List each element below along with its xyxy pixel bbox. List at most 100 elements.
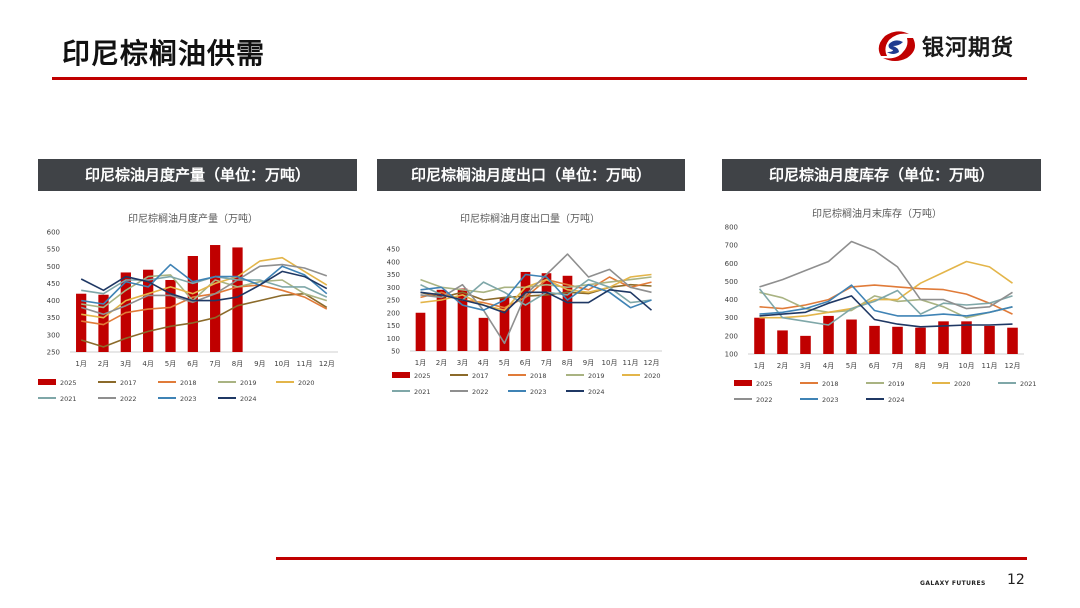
x-tick-label: 7月: [209, 360, 220, 368]
series-line-2020: [759, 260, 1013, 319]
y-tick-label: 100: [387, 335, 400, 343]
legend-label-2025: 2025: [60, 379, 77, 387]
series-line-2020: [81, 256, 328, 319]
x-tick-label: 11月: [623, 359, 639, 367]
x-tick-label: 6月: [869, 362, 880, 370]
x-tick-label: 8月: [232, 360, 243, 368]
x-tick-label: 12月: [1005, 362, 1021, 370]
y-tick-label: 200: [387, 309, 400, 317]
legend-label-2024: 2024: [240, 395, 257, 403]
series-line-2022: [80, 263, 328, 316]
x-tick-label: 3月: [120, 360, 131, 368]
legend-label-2022: 2022: [120, 395, 137, 403]
bar-2025: [478, 317, 489, 351]
legend-label-2022: 2022: [756, 396, 773, 404]
y-tick-label: 500: [47, 263, 60, 271]
legend-label-2023: 2023: [530, 388, 547, 396]
legend-label-2023: 2023: [180, 395, 197, 403]
x-tick-label: 10月: [602, 359, 618, 367]
legend-label-2019: 2019: [888, 380, 905, 388]
bar-2025: [232, 247, 243, 352]
y-tick-label: 350: [47, 314, 60, 322]
x-tick-label: 5月: [846, 362, 857, 370]
series-line-2018: [81, 284, 328, 326]
legend-swatch-2025: [38, 379, 56, 385]
y-tick-label: 400: [387, 258, 400, 266]
x-tick-label: 3月: [800, 362, 811, 370]
legend-label-2021: 2021: [414, 388, 431, 396]
footer-rule: [276, 557, 1027, 560]
x-tick-label: 1月: [754, 362, 765, 370]
series-line-2018: [759, 284, 1013, 315]
x-tick-label: 10月: [959, 362, 975, 370]
panel-header-production: 印尼棕油月度产量（单位：万吨）: [38, 159, 357, 191]
series-line-2021: [758, 288, 1013, 326]
bar-2025: [823, 315, 834, 354]
bar-2025: [520, 271, 531, 351]
y-tick-label: 100: [725, 351, 738, 359]
bar-2025: [754, 317, 765, 354]
bar-2025: [562, 275, 573, 351]
y-tick-label: 350: [387, 271, 400, 279]
bar-2025: [915, 327, 926, 354]
logo-emblem-icon: [878, 31, 915, 61]
chart-title: 印尼棕榈油月度产量（万吨）: [128, 212, 258, 225]
x-tick-label: 2月: [98, 360, 109, 368]
series-line-2022: [759, 240, 1013, 310]
page-number: 12: [1007, 572, 1025, 588]
y-tick-label: 400: [47, 297, 60, 305]
bar-2025: [869, 325, 880, 354]
legend-label-2017: 2017: [472, 372, 489, 380]
y-tick-label: 500: [725, 278, 738, 286]
x-tick-label: 12月: [644, 359, 660, 367]
x-tick-label: 7月: [541, 359, 552, 367]
legend-label-2025: 2025: [756, 380, 773, 388]
legend-swatch-2025: [734, 380, 752, 386]
x-tick-label: 9月: [254, 360, 265, 368]
x-tick-label: 6月: [187, 360, 198, 368]
x-tick-label: 10月: [274, 360, 290, 368]
series-line-2023: [81, 263, 328, 305]
y-tick-label: 50: [391, 348, 400, 356]
bar-2025: [210, 245, 221, 352]
production-chart: 印尼棕榈油月度产量（万吨） 250 300 350 400 450 500 550 600 1月 2…: [38, 212, 338, 403]
x-tick-label: 2月: [777, 362, 788, 370]
x-tick-label: 4月: [142, 360, 153, 368]
y-tick-label: 300: [387, 284, 400, 292]
y-tick-label: 250: [387, 297, 400, 305]
series-line-2023: [759, 284, 1013, 317]
legend-label-2023: 2023: [822, 396, 839, 404]
x-tick-label: 9月: [938, 362, 949, 370]
y-tick-label: 150: [387, 322, 400, 330]
y-tick-label: 800: [725, 224, 738, 232]
bar-2025: [165, 280, 176, 352]
bar-2025: [436, 289, 447, 351]
legend-label-2024: 2024: [588, 388, 605, 396]
panel-header-inventory: 印尼棕油月度库存（单位：万吨）: [722, 159, 1041, 191]
x-tick-label: 1月: [415, 359, 426, 367]
x-tick-label: 11月: [982, 362, 998, 370]
legend-label-2024: 2024: [888, 396, 905, 404]
y-tick-label: 300: [725, 314, 738, 322]
y-tick-label: 200: [725, 332, 738, 340]
y-tick-label: 600: [725, 260, 738, 268]
y-tick-label: 550: [47, 246, 60, 254]
bar-2025: [143, 269, 154, 352]
legend-label-2025: 2025: [414, 372, 431, 380]
legend-label-2021: 2021: [1020, 380, 1037, 388]
bar-2025: [984, 325, 995, 354]
series-line-2019: [420, 276, 652, 294]
y-tick-label: 450: [387, 246, 400, 254]
bar-2025: [892, 326, 903, 354]
series-line-2017: [420, 283, 652, 301]
legend-swatch-2025: [392, 372, 410, 378]
galaxy-futures-logo: [878, 31, 915, 61]
x-tick-label: 3月: [457, 359, 468, 367]
logo-text: 银河期货: [922, 36, 1015, 61]
bar-2025: [499, 297, 510, 351]
bar-2025: [187, 256, 198, 352]
series-line-2023: [420, 273, 652, 311]
panel-header-export: 印尼棕榈油月度出口（单位：万吨）: [377, 159, 685, 191]
page-title: 印尼棕榈油供需: [62, 37, 266, 70]
x-tick-label: 4月: [478, 359, 489, 367]
